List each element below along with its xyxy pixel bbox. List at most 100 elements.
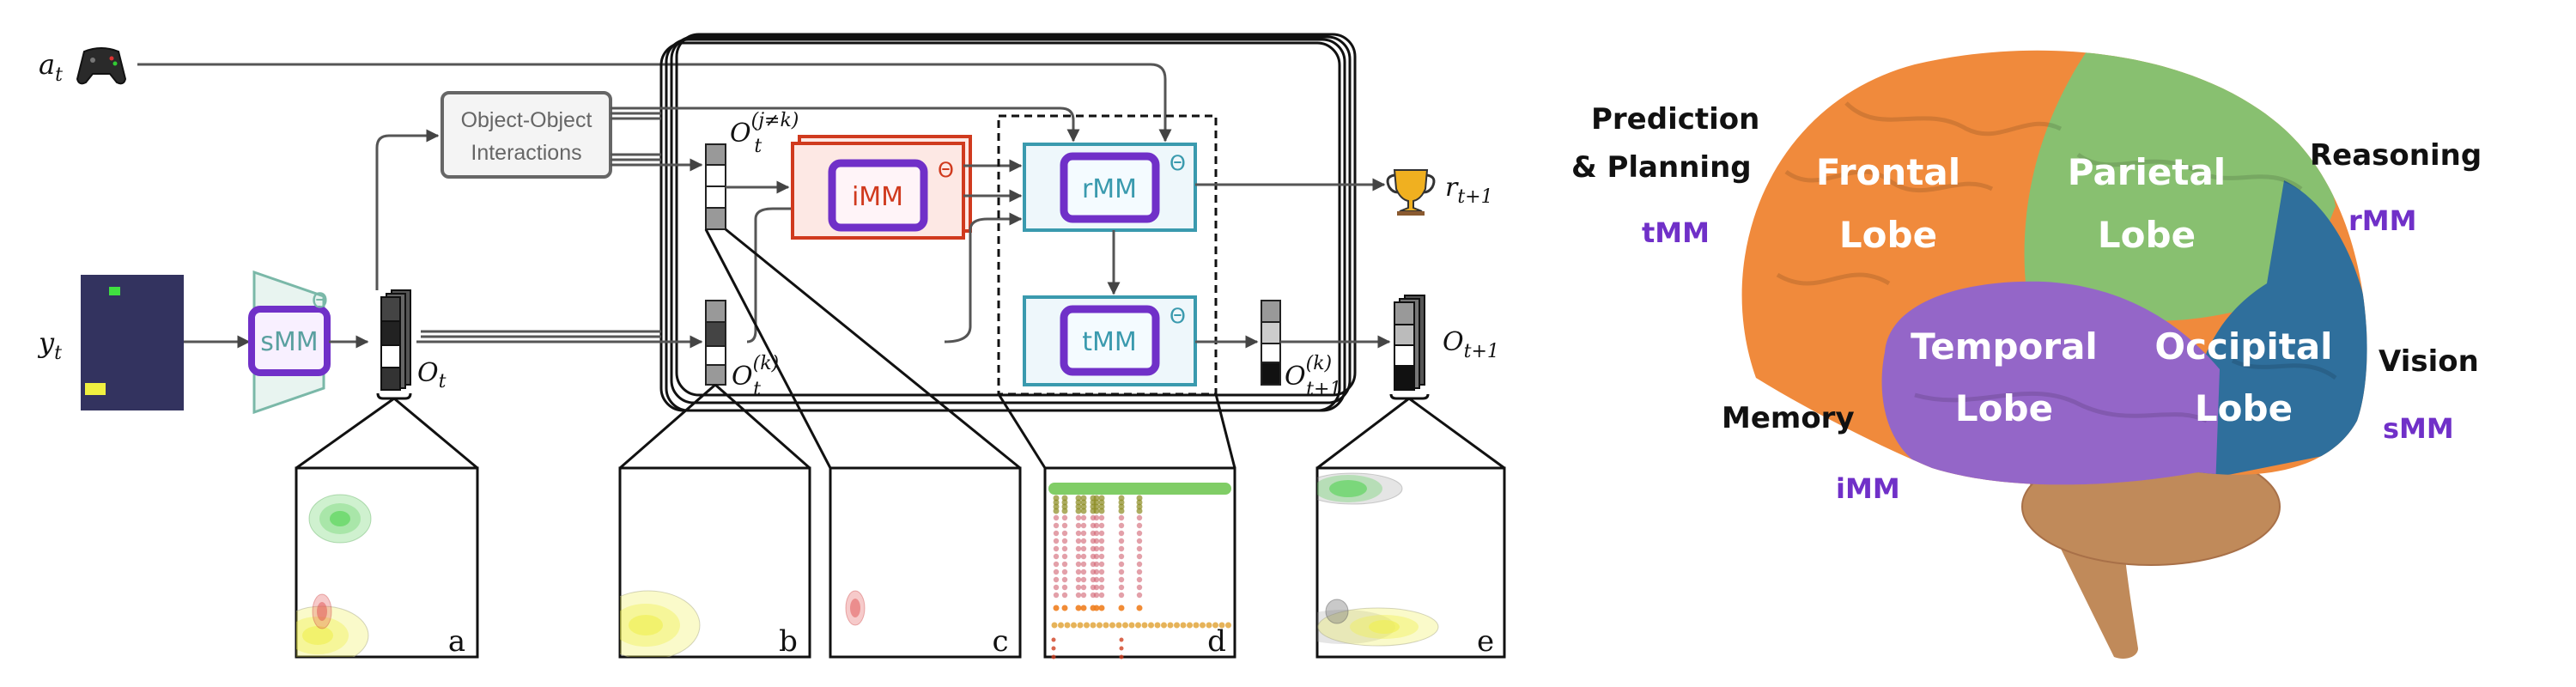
trajectory-dot [1136, 584, 1143, 591]
trajectory-dot [1061, 553, 1068, 560]
trajectory-dot [1098, 499, 1105, 506]
panel-label: b [779, 624, 798, 659]
theta-label: Θ [1170, 304, 1186, 328]
trajectory-dot [1136, 499, 1143, 506]
trajectory-dot [1061, 576, 1068, 583]
frontal-lobe-label: Lobe [1839, 214, 1937, 256]
trajectory-dot [1136, 576, 1143, 583]
trajectory-dot [1053, 545, 1060, 552]
trajectory-dot [1136, 503, 1143, 510]
trajectory-dot [1075, 592, 1082, 599]
trajectory-dot [1135, 622, 1141, 629]
rmm-label: rMM [1082, 174, 1137, 204]
interaction-to-rmm-lines [611, 106, 1080, 172]
occipital-lobe-label: Lobe [2195, 387, 2293, 429]
module-tmm: tMM [1642, 216, 1710, 249]
function-vision: Vision [2379, 344, 2479, 379]
trajectory-dot [1075, 530, 1082, 537]
objects-stack-t [376, 289, 412, 400]
o-other-label: O(j≠k) t [730, 110, 799, 157]
imm-module[interactable]: iMM Θ [791, 135, 972, 240]
green-trajectory [1048, 483, 1231, 495]
trajectory-dot [1093, 508, 1100, 514]
trajectory-dot [1148, 622, 1154, 629]
trajectory-dot [1136, 545, 1143, 552]
trajectory-dot [1098, 538, 1105, 544]
trajectory-dot [1109, 622, 1115, 629]
trajectory-dot [1061, 522, 1068, 529]
panel-e: e [1315, 466, 1506, 659]
trajectory-dot [1080, 568, 1087, 575]
trajectory-dot [1093, 605, 1100, 611]
brain-folds [1776, 101, 2337, 423]
trajectory-dot [1075, 561, 1082, 568]
trajectory-dot [1075, 522, 1082, 529]
trajectory-dot [1118, 576, 1125, 583]
trajectory-dot [1118, 522, 1125, 529]
object-k-vector [705, 300, 726, 386]
box-label-line2: Interactions [471, 141, 581, 165]
trajectory-dot [1098, 514, 1105, 521]
trajectory-dot [1064, 622, 1071, 629]
trajectory-dot [1090, 622, 1097, 629]
trajectory-dot [1061, 508, 1068, 514]
trajectory-dot [1136, 514, 1143, 521]
trajectory-dot [1061, 545, 1068, 552]
parietal-lobe-label: Parietal [2068, 151, 2226, 193]
trajectory-dot [1119, 654, 1124, 660]
trajectory-dot [1122, 622, 1128, 629]
trajectory-dot [1136, 553, 1143, 560]
smm-label: sMM [260, 327, 318, 357]
panel-d: d [1043, 466, 1236, 660]
trajectory-dot [1118, 508, 1125, 514]
trajectory-dot [1080, 503, 1087, 510]
frontal-lobe-label: Frontal [1816, 151, 1960, 193]
panel-label: e [1477, 624, 1494, 659]
function-memory: Memory [1722, 401, 1855, 435]
function-planning: & Planning [1571, 150, 1752, 185]
tmm-label: tMM [1082, 327, 1137, 357]
smm-module[interactable]: sMM Θ [248, 270, 331, 415]
trajectory-dot [1098, 508, 1105, 514]
object-interactions-box[interactable]: Object-Object Interactions [440, 91, 612, 179]
trajectory-dot [1053, 538, 1060, 544]
trajectory-dot [1075, 499, 1082, 506]
trajectory-dot [1115, 622, 1122, 629]
imm-label: iMM [852, 182, 903, 212]
trajectory-dot [1080, 605, 1087, 611]
dynamics-group [997, 114, 1218, 396]
trajectory-dot [1051, 622, 1058, 629]
trajectory-dot [1093, 576, 1100, 583]
box-label-line1: Object-Object [461, 108, 592, 132]
trajectory-dot [1103, 622, 1109, 629]
trajectory-dot [1075, 508, 1082, 514]
trajectory-dot [1225, 622, 1231, 629]
trajectory-dot [1161, 622, 1167, 629]
trajectory-dot [1098, 530, 1105, 537]
trajectory-dot [1200, 622, 1206, 629]
trajectory-dot [1061, 592, 1068, 599]
trajectory-dot [1093, 553, 1100, 560]
occipital-lobe [2191, 180, 2367, 481]
trophy-icon [1386, 169, 1436, 216]
theta-label: Θ [1170, 151, 1186, 175]
trajectory-dot [1080, 514, 1087, 521]
rmm-module[interactable]: rMM Θ [1023, 143, 1197, 232]
trajectory-dot [1075, 538, 1082, 544]
trajectory-dot [1061, 499, 1068, 506]
next-object-k-vector [1261, 300, 1281, 386]
trajectory-dot [1212, 622, 1218, 629]
trajectory-dot [1118, 503, 1125, 510]
trajectory-dot [1093, 592, 1100, 599]
trajectory-dot [1119, 646, 1124, 651]
trajectory-dot [1053, 514, 1060, 521]
trajectory-dot [1118, 530, 1125, 537]
trajectory-dot [1167, 622, 1174, 629]
trajectory-dot [1080, 553, 1087, 560]
trajectory-dot [1136, 592, 1143, 599]
tmm-module[interactable]: tMM Θ [1023, 295, 1197, 386]
trajectory-dot [1080, 522, 1087, 529]
trajectory-dot [1141, 622, 1148, 629]
trajectory-dot [1136, 538, 1143, 544]
observation-label: yt [37, 326, 62, 364]
